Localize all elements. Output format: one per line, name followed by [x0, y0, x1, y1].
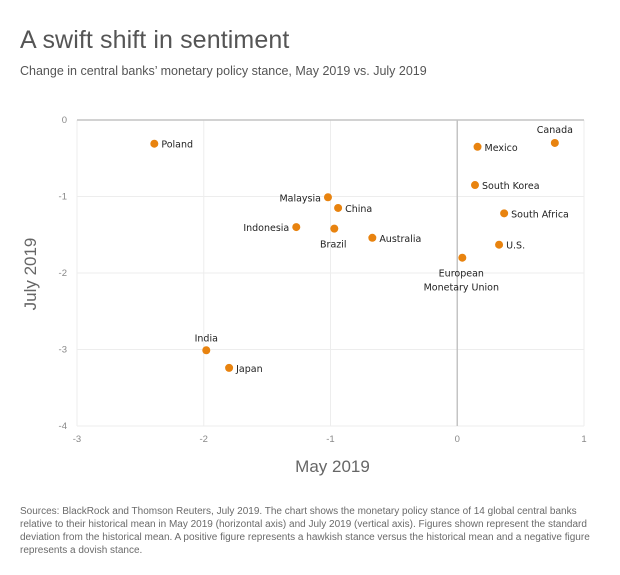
data-point-group: U.S.: [495, 240, 525, 252]
y-tick-label: -2: [59, 268, 67, 279]
data-point-group: Malaysia: [279, 193, 332, 204]
data-point-label: South Africa: [511, 209, 569, 220]
data-point-group: China: [334, 203, 372, 215]
data-point-marker: [334, 203, 343, 212]
data-point-label: Malaysia: [279, 193, 321, 204]
data-point-label: Poland: [161, 140, 193, 151]
data-point-label: Monetary Union: [424, 283, 499, 294]
gridlines: [76, 120, 585, 427]
data-point-group: Japan: [225, 363, 263, 375]
y-tick-label: -3: [59, 345, 67, 356]
data-point-marker: [550, 138, 559, 147]
data-point-marker: [458, 253, 467, 262]
data-point-marker: [150, 139, 159, 148]
x-tick-label: 1: [581, 434, 586, 445]
y-tick-label: 0: [62, 115, 67, 126]
data-point-marker: [368, 233, 377, 242]
y-tick-label: -4: [59, 421, 67, 432]
footnote-sources: Sources: BlackRock and Thomson Reuters, …: [20, 506, 590, 556]
scatter-chart: -3 -2 -1 0 1 0 -1 -2 -3 -4 May 2019 July 2019 Pol…: [21, 115, 587, 476]
data-point-label: U.S.: [506, 241, 525, 252]
chart-subtitle: Change in central banks’ monetary policy…: [20, 64, 427, 78]
data-point-group: Indonesia: [243, 223, 301, 234]
data-point-group: South Africa: [500, 209, 569, 220]
data-point-group: Canada: [537, 125, 573, 147]
data-point-marker: [330, 224, 339, 233]
data-point-group: Mexico: [473, 142, 518, 154]
data-point-group: Brazil: [320, 224, 347, 251]
x-tick-label: -2: [200, 434, 208, 445]
x-tick-label: 0: [455, 434, 460, 445]
data-point-group: Australia: [368, 233, 421, 245]
data-point-marker: [495, 240, 504, 249]
data-point-group: South Korea: [470, 181, 540, 192]
x-axis-label: May 2019: [295, 457, 370, 476]
data-point-group: India: [195, 333, 218, 355]
data-point-label: South Korea: [482, 181, 540, 192]
x-tick-label: -3: [73, 434, 81, 445]
data-point-marker: [323, 193, 332, 202]
data-point-label: Brazil: [320, 240, 347, 251]
data-point-marker: [470, 181, 479, 190]
data-point-group: Poland: [150, 139, 193, 151]
data-points: Poland Canada Mexico South Korea South Afric…: [150, 125, 573, 375]
data-point-label: India: [195, 333, 218, 344]
data-point-marker: [202, 346, 211, 355]
data-point-label: Australia: [379, 234, 421, 245]
data-point-marker: [292, 223, 301, 232]
data-point-label: Mexico: [485, 143, 518, 154]
axes: [77, 119, 584, 426]
tick-labels: -3 -2 -1 0 1 0 -1 -2 -3 -4: [59, 115, 587, 445]
data-point-marker: [225, 363, 234, 372]
data-point-label: European: [439, 269, 484, 280]
data-point-label: Canada: [537, 125, 573, 136]
y-axis-label: July 2019: [21, 238, 40, 311]
data-point-marker: [473, 142, 482, 151]
data-point-label: Japan: [235, 364, 263, 375]
chart-title: A swift shift in sentiment: [20, 26, 290, 54]
data-point-group: European Monetary Union: [424, 253, 499, 294]
x-tick-label: -1: [326, 434, 334, 445]
y-tick-label: -1: [59, 192, 67, 203]
data-point-label: China: [345, 204, 372, 215]
data-point-label: Indonesia: [243, 223, 289, 234]
data-point-marker: [500, 209, 509, 218]
